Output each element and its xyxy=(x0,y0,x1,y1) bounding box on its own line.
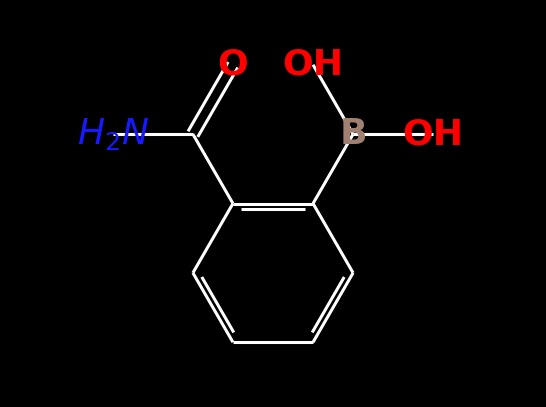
Text: OH: OH xyxy=(282,48,343,82)
Text: O: O xyxy=(217,48,248,82)
Text: $H_2N$: $H_2N$ xyxy=(76,116,149,152)
Text: B: B xyxy=(340,117,367,151)
Text: OH: OH xyxy=(402,117,464,151)
